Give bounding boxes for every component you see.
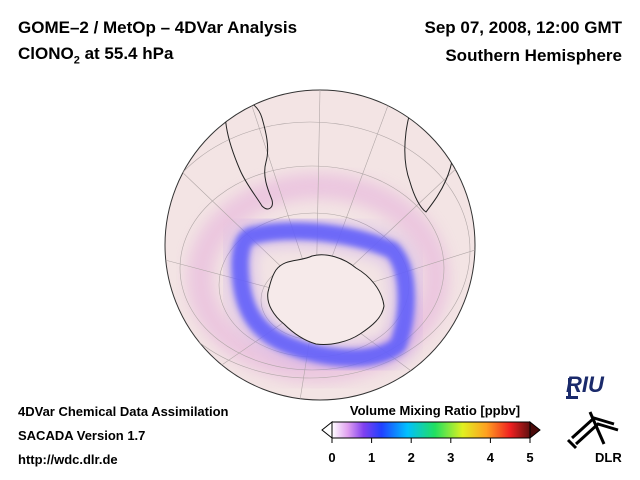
colorbar-tick-2: 2: [407, 450, 415, 465]
colorbar-tick-0: 0: [328, 450, 336, 465]
species-subscript: 2: [73, 54, 80, 67]
map-title: GOME–2 / MetOp – 4DVar Analysis: [18, 18, 298, 37]
colorbar-tick-5: 5: [526, 450, 534, 465]
species-main: ClONO: [18, 44, 74, 63]
colorbar-tick-4: 4: [486, 450, 494, 465]
south-america-outline: [224, 97, 273, 210]
footer-line-2: SACADA Version 1.7: [18, 428, 146, 443]
colorbar-title: Volume Mixing Ratio [ppbv]: [349, 403, 521, 418]
colorbar-tick-marks: [331, 438, 531, 443]
colorbar-over-arrow: [529, 420, 541, 440]
footer-url[interactable]: http://wdc.dlr.de: [18, 452, 118, 467]
colorbar-tick-3: 3: [447, 450, 455, 465]
datetime-label: Sep 07, 2008, 12:00 GMT: [424, 18, 623, 37]
riu-logo-text: RIU: [566, 372, 604, 397]
species-label: ClONO2 at 55.4 hPa: [18, 44, 173, 66]
chlorine-nitrate-ring-halo: [225, 216, 422, 373]
colorbar-under-arrow: [321, 420, 333, 440]
footer-line-1: 4DVar Chemical Data Assimilation: [18, 404, 229, 419]
dlr-logo-text: DLR: [595, 450, 622, 465]
region-label: Southern Hemisphere: [445, 46, 622, 65]
species-level: at 55.4 hPa: [79, 44, 174, 63]
colorbar-tick-1: 1: [367, 450, 376, 465]
colorbar: [331, 421, 531, 439]
riu-logo-mark: [566, 378, 578, 399]
dlr-logo-mark: [566, 411, 619, 450]
antarctica-outline: [267, 254, 385, 345]
